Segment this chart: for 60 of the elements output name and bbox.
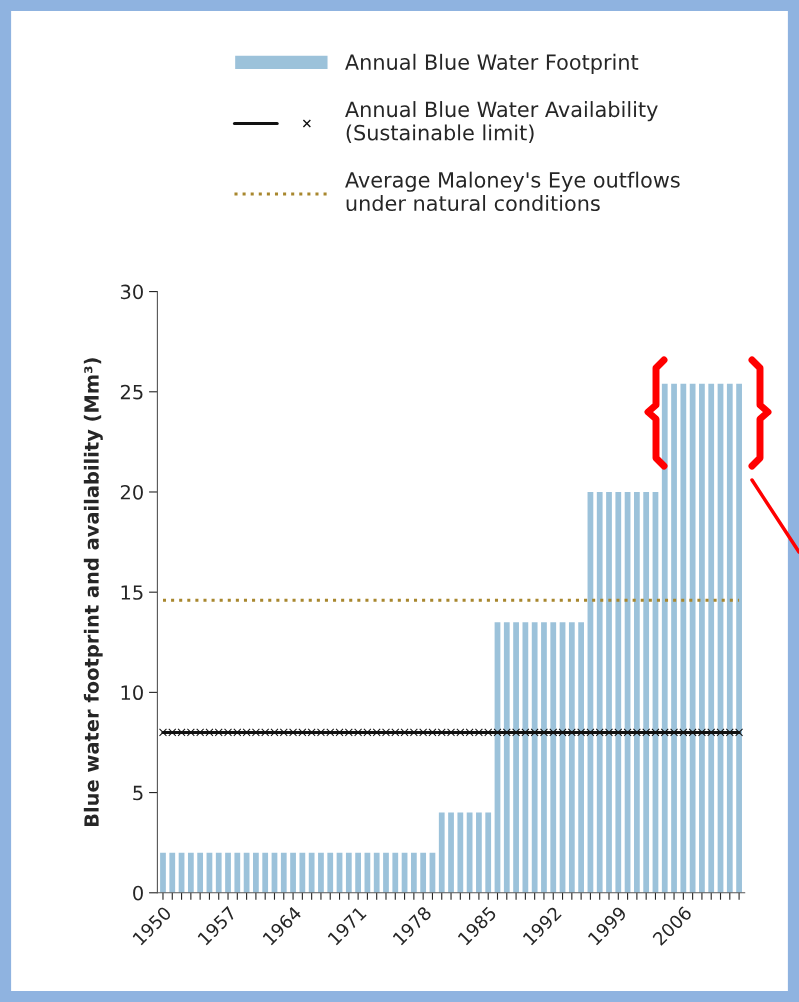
- bar: [568, 622, 575, 893]
- bar: [160, 852, 166, 893]
- bar: [383, 852, 389, 893]
- bar: [578, 622, 585, 893]
- bar: [736, 383, 742, 893]
- bar: [485, 812, 492, 893]
- bar: [708, 383, 715, 893]
- bar: [299, 852, 306, 893]
- legend-label: Annual Blue Water Availability (Sustainable limit): [345, 101, 658, 143]
- bar: [522, 622, 529, 893]
- bar: [234, 852, 241, 893]
- bar: [215, 852, 222, 893]
- bar: [634, 491, 640, 893]
- bar: [392, 852, 399, 893]
- bar: [262, 852, 269, 893]
- bar: [615, 491, 622, 893]
- bar: [438, 812, 445, 893]
- bar: [187, 852, 194, 893]
- bar: [689, 383, 696, 893]
- bar: [373, 852, 380, 893]
- legend-label: Annual Blue Water Footprint: [345, 53, 639, 74]
- legend-label: Average Maloney's Eye outflows under natural conditions: [345, 171, 680, 212]
- bar: [355, 852, 361, 893]
- bar: [476, 812, 482, 893]
- bar: [448, 812, 454, 893]
- bar: [503, 622, 510, 893]
- bar: [169, 852, 176, 893]
- bar: [327, 852, 334, 893]
- bar: [726, 383, 733, 893]
- y-tick-label: 5: [133, 785, 143, 801]
- y-tick-label: 10: [121, 685, 143, 701]
- bar: [661, 383, 668, 893]
- bar: [699, 383, 705, 893]
- bar: [680, 383, 687, 893]
- y-tick-label: 0: [133, 885, 143, 901]
- y-tick-label: 20: [120, 484, 143, 500]
- bar: [541, 622, 547, 893]
- y-tick-label: 15: [121, 585, 143, 600]
- y-axis-title: Blue water footprint and availability (Mm³): [83, 358, 103, 827]
- bar: [318, 852, 324, 893]
- bar: [345, 852, 352, 893]
- bar: [420, 852, 427, 893]
- bar: [466, 812, 473, 893]
- bar: [457, 812, 464, 893]
- bar: [596, 491, 603, 893]
- bar: [643, 491, 650, 893]
- bar: [197, 852, 204, 893]
- bar: [225, 852, 231, 893]
- bar: [308, 852, 315, 893]
- y-tick-label: 30: [120, 284, 143, 300]
- bar: [410, 852, 417, 893]
- bar: [550, 622, 557, 893]
- bar: [513, 622, 519, 893]
- bar: [671, 383, 677, 893]
- bar: [290, 852, 296, 893]
- bar: [531, 622, 538, 893]
- bar: [280, 852, 287, 893]
- bar: [253, 852, 259, 893]
- y-tick-label: 25: [120, 384, 143, 400]
- bar: [606, 491, 612, 893]
